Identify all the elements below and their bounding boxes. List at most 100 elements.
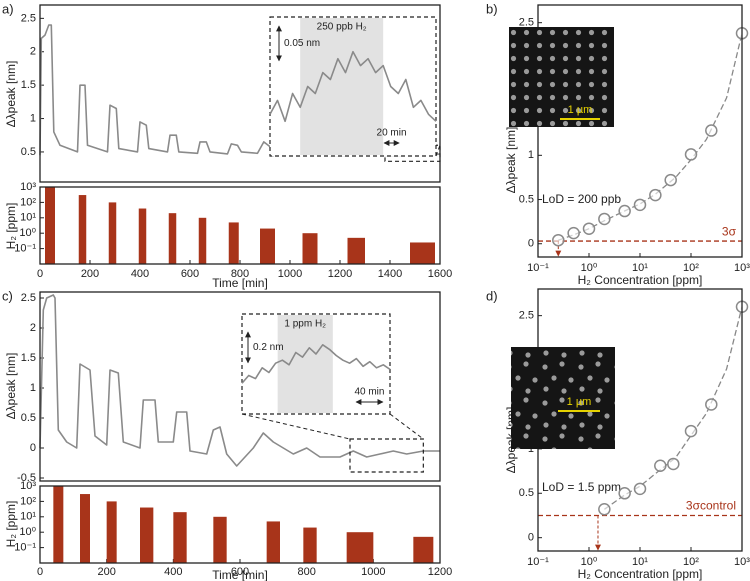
scale-label: 1 µm [567,396,592,408]
data-point [667,457,680,471]
data-point [649,188,662,202]
bar [53,486,64,563]
fit-curve [604,306,743,510]
zoom-connector [241,413,351,440]
data-point [654,459,667,472]
bar [78,195,87,264]
panel-2: 10³ 10² 10¹ 10⁰ 10⁻¹ 0 200 400 600 800 1000 1200 140… [4,181,452,290]
data-point [618,487,631,500]
panel-label: c) [2,288,13,303]
plot-frame [537,4,743,258]
x-tick-label: 10⁰ [581,262,598,274]
lod-label: LoD = 1.5 ppm [542,480,621,494]
plot-frame [39,186,441,265]
y-tick-label: 2.5 [21,292,36,304]
data-point [598,212,611,226]
x-axis-label: H₂ Concentration [ppm] [578,567,703,581]
y-tick-label: 2 [30,322,36,334]
x-tick-label: 1000 [278,268,302,280]
highlight-span [277,315,333,413]
x-tick-label: 1000 [361,566,385,578]
y-tick-label: 10⁰ [19,227,36,239]
data-point [664,173,677,187]
image-dots [509,27,614,127]
bar [45,187,55,264]
x-tick-label: 1200 [328,268,352,280]
highlight-span [300,18,384,155]
bar [198,217,207,264]
x-tick-label: 0 [37,566,43,578]
x-tick-label: 10¹ [632,556,648,568]
x-tick-label: 0 [37,268,43,280]
span-label: 250 ppb H₂ [317,22,367,33]
image-dots [511,347,615,449]
data-point [552,233,565,247]
data-point [684,148,698,161]
scale-label: 1 µm [568,104,593,116]
bar [302,233,318,264]
bar [106,501,117,563]
x-axis-label: H₂ Concentration [ppm] [578,273,703,287]
y-tick-label: 10⁻¹ [14,243,36,255]
threshold-label: 3σ [722,224,737,238]
x-axis-label: Time [min] [212,276,268,290]
y-tick-label: 10¹ [20,511,36,523]
bar [80,494,90,563]
micrograph-d: 1 µm [511,347,615,449]
x-tick-label: 1200 [428,566,452,578]
x-tick-label: 10³ [734,556,750,568]
data-point [705,124,718,137]
x-tick-label: 10² [683,262,699,274]
bar [347,237,365,264]
x-tick-label: 600 [181,268,199,280]
y-tick-label: 10³ [20,480,36,492]
y-tick-label: 10¹ [20,212,36,224]
panel-4: c) -0.5 0 0.5 1 1.5 2 2.5 Δλpeak [nm] [2,288,441,484]
x-tick-label: 10³ [734,262,750,274]
x-tick-label: 400 [131,268,149,280]
y-axis-label: Δλpeak [nm] [504,127,518,194]
bar [173,512,187,563]
trace [241,344,391,384]
y-tick-label: 0 [528,238,534,250]
x-axis-label: Time [min] [212,568,268,581]
zoom-region [349,438,424,473]
bar [213,516,227,563]
threshold-label: 3σcontrol [686,499,736,513]
x-tick-label: 1400 [378,268,402,280]
plot-frame [39,4,441,183]
y-tick-label: 0.5 [519,193,534,205]
y-tick-label: 1 [528,149,534,161]
y-tick-label: 10² [20,495,36,507]
x-tick-label: 600 [231,566,249,578]
panel-6: 10³ 10² 10¹ 10⁰ 10⁻¹0 200 400 600 800 1000 1200 H₂ … [4,480,452,581]
panel-label: d) [486,288,498,303]
y-tick-label: -0.5 [17,472,36,484]
data-point [633,198,647,212]
plot-frame [39,291,441,482]
y-tick-label: 10⁰ [19,526,36,538]
y-tick-label: 1.5 [21,79,36,91]
y-tick-label: 10² [20,196,36,208]
y-axis-label: H₂ [ppm] [4,203,18,250]
zoom-connector [389,413,424,440]
bar [303,527,317,563]
scale-label-x: 40 min [354,387,384,398]
y-tick-label: 0.5 [21,146,36,158]
y-tick-label: 2 [30,46,36,58]
bar [228,222,239,264]
data-point [618,204,631,218]
data-point [567,226,580,240]
bar [410,242,435,264]
y-tick-label: 0 [30,442,36,454]
x-tick-label: 10⁻¹ [527,262,549,274]
zoom-connector [435,145,441,157]
x-tick-label: 10¹ [632,262,648,274]
scale-label-y: 0.2 nm [253,342,284,353]
bar [168,213,177,264]
data-point [684,424,698,438]
y-tick-label: 0 [528,532,534,544]
x-tick-label: 200 [97,566,115,578]
